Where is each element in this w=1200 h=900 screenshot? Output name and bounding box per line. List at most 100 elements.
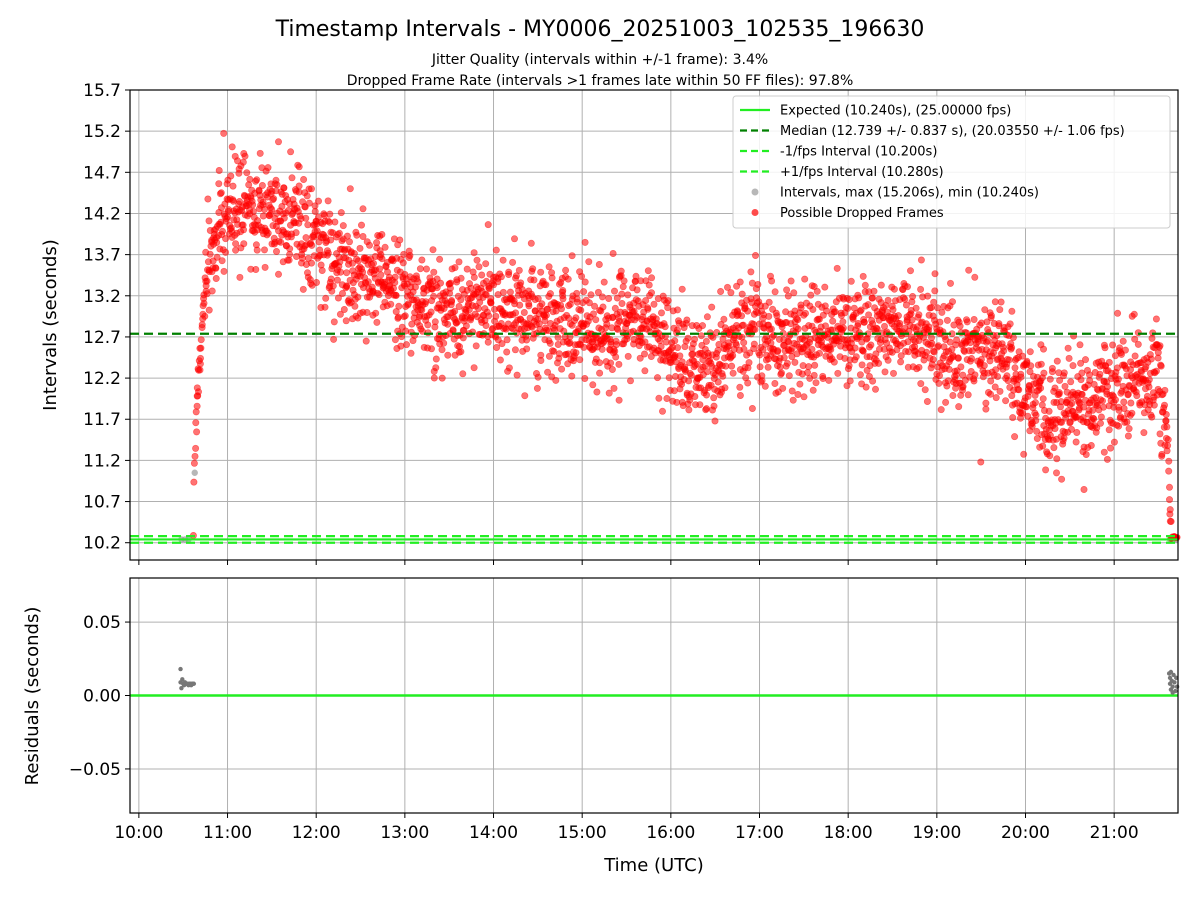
dropped-frame-point	[791, 358, 799, 366]
dropped-frame-point	[971, 371, 979, 379]
dropped-frame-point	[810, 371, 818, 379]
dropped-frame-point	[473, 256, 481, 264]
dropped-frame-point	[1072, 438, 1080, 446]
residual-point	[1168, 669, 1174, 675]
dropped-frame-point	[1032, 411, 1040, 419]
dropped-frame-point	[1048, 364, 1056, 372]
dropped-frame-point	[1011, 433, 1019, 441]
dropped-frame-point	[228, 143, 236, 151]
dropped-frame-point	[928, 339, 936, 347]
dropped-frame-point	[946, 338, 954, 346]
dropped-frame-point	[1124, 390, 1132, 398]
dropped-frame-point	[324, 197, 332, 205]
dropped-frame-point	[427, 345, 435, 353]
dropped-frame-point	[984, 337, 992, 345]
dropped-frame-point	[870, 287, 878, 295]
dropped-frame-point	[1053, 469, 1061, 477]
dropped-frame-point	[1069, 362, 1077, 370]
residual-point	[1174, 684, 1180, 689]
dropped-frame-point	[925, 326, 933, 334]
dropped-frame-point	[761, 382, 769, 390]
top-y-tick-label: 14.7	[83, 163, 121, 183]
dropped-frame-point	[1061, 382, 1069, 390]
dropped-frame-point	[612, 341, 620, 349]
dropped-frame-point	[196, 366, 204, 374]
dropped-frame-point	[615, 396, 623, 404]
dropped-frame-point	[641, 367, 649, 375]
dropped-frame-point	[980, 362, 988, 370]
dropped-frame-point	[1053, 357, 1061, 365]
dropped-frame-point	[1093, 424, 1101, 432]
dropped-frame-point	[982, 405, 990, 413]
dropped-frame-point	[839, 324, 847, 332]
dropped-frame-point	[767, 325, 775, 333]
dropped-frame-point	[1165, 467, 1173, 475]
dropped-frame-point	[673, 326, 681, 334]
dropped-frame-point	[546, 290, 554, 298]
x-tick-label: 12:00	[292, 823, 341, 843]
dropped-frame-point	[736, 391, 744, 399]
dropped-frame-point	[744, 307, 752, 315]
top-y-tick-label: 15.2	[83, 122, 121, 142]
dropped-frame-point	[1119, 337, 1127, 345]
dropped-frame-point	[260, 246, 268, 254]
bottom-y-tick-label: 0.05	[83, 613, 121, 633]
dropped-frame-point	[595, 260, 603, 268]
dropped-frame-point	[545, 352, 553, 360]
dropped-frame-point	[779, 384, 787, 392]
dropped-frame-point	[318, 266, 326, 274]
dropped-frame-point	[1156, 430, 1164, 438]
dropped-frame-point	[678, 285, 686, 293]
dropped-frame-point	[192, 444, 200, 452]
dropped-frame-point	[544, 368, 552, 376]
top-plot-y-ticks: 10.2 10.7 11.2 11.7 12.2 12.7 13.2 13.7 14.2 14.7…	[83, 81, 130, 554]
dropped-frame-point	[902, 301, 910, 309]
dropped-frame-point	[653, 374, 661, 382]
dropped-frame-point	[765, 312, 773, 320]
dropped-frame-point	[576, 356, 584, 364]
dropped-frame-point	[503, 336, 511, 344]
dropped-frame-point	[955, 403, 963, 411]
dropped-frame-point	[459, 334, 467, 342]
dropped-frame-point	[427, 308, 435, 316]
dropped-frame-point	[847, 277, 855, 285]
dropped-frame-point	[1004, 377, 1012, 385]
dropped-frame-point	[1068, 425, 1076, 433]
dropped-frame-point	[714, 346, 722, 354]
dropped-frame-point	[365, 241, 373, 249]
dropped-frame-point	[1077, 359, 1085, 367]
top-y-tick-label: 12.2	[83, 369, 121, 389]
dropped-frame-point	[618, 299, 626, 307]
dropped-frame-point	[470, 364, 478, 372]
dropped-frame-point	[568, 252, 576, 260]
dropped-frame-point	[457, 348, 465, 356]
dropped-frame-point	[728, 362, 736, 370]
bottom-plot-y-ticks: −0.05 0.00 0.05	[69, 613, 130, 780]
dropped-frame-point	[765, 298, 773, 306]
dropped-frame-point	[430, 292, 438, 300]
dropped-frame-point	[1090, 415, 1098, 423]
dropped-frame-point	[345, 238, 353, 246]
dropped-frame-point	[470, 249, 478, 257]
dropped-frame-point	[864, 301, 872, 309]
dropped-frame-point	[414, 278, 422, 286]
dropped-frame-point	[957, 363, 965, 371]
dropped-frame-point	[868, 294, 876, 302]
dropped-frame-point	[312, 278, 320, 286]
dropped-frame-point	[359, 205, 367, 213]
dropped-frame-point	[908, 316, 916, 324]
dropped-frame-point	[1000, 347, 1008, 355]
dropped-frame-point	[564, 275, 572, 283]
dropped-frame-point	[1015, 386, 1023, 394]
dropped-frame-point	[1033, 427, 1041, 435]
dropped-frame-point	[337, 268, 345, 276]
dropped-frame-point	[736, 278, 744, 286]
dropped-frame-point	[1156, 342, 1164, 350]
dropped-frame-point	[236, 198, 244, 206]
dropped-frame-point	[890, 285, 898, 293]
dropped-frame-point	[1120, 398, 1128, 406]
dropped-frame-point	[1167, 517, 1175, 525]
dropped-frame-point	[996, 306, 1004, 314]
dropped-frame-point	[436, 279, 444, 287]
x-tick-label: 21:00	[1090, 823, 1139, 843]
